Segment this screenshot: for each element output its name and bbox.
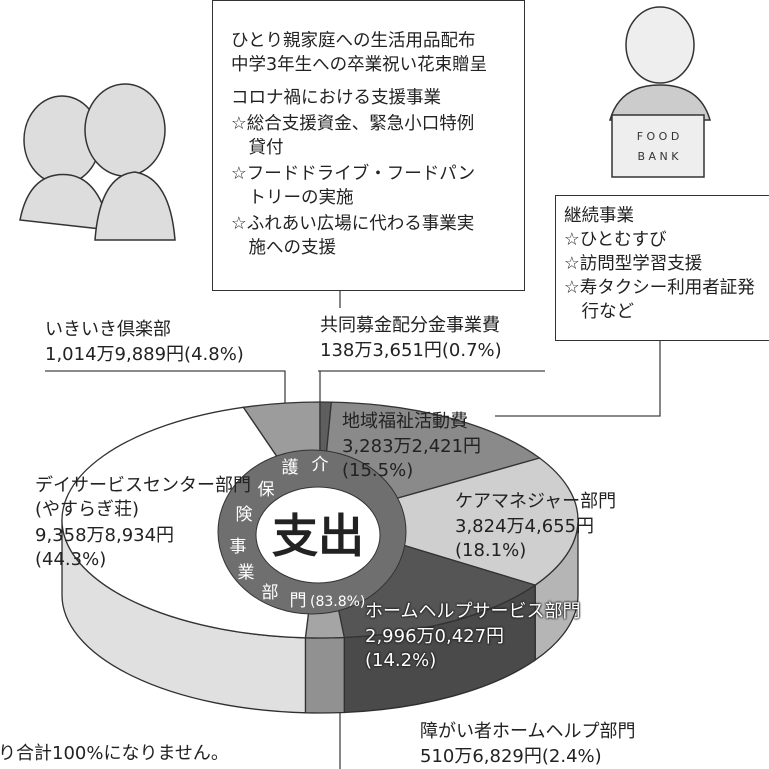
value-label: 510万6,829円(2.4%) [420,746,602,767]
top-note-box: ひとり親家庭への生活用品配布 中学3年生への卒業祝い花束贈呈 コロナ禍における支援事… [212,0,525,291]
note-item: ☆フードドライブ・フードパントリーの実施 [231,164,476,208]
category-label: 障がい者ホームヘルプ部門 [420,721,636,742]
group-label-char: 業 [238,563,255,583]
category-label: ホームヘルプサービス部門 [365,601,581,622]
value-label: 3,824万4,655円 (18.1%) [455,516,595,561]
note-item: ☆訪問型学習支援 [564,254,703,274]
pie: 支出 介護保険事業部門 (83.8%) [61,401,579,714]
pie-slice [317,457,579,586]
value-label: 3,283万2,421円 (15.5%) [342,436,482,481]
value-label: 138万3,651円(0.7%) [320,340,502,361]
group-label-char: 介 [312,455,329,475]
category-label: ケアマネジャー部門 [455,491,617,512]
note-item: ひとり親家庭への生活用品配布 [231,31,476,51]
illustration-couple [19,83,176,241]
illustration-foodbank: F O O D B A N K [609,6,711,178]
group-label-char: 門 [290,591,307,611]
note-item: ☆総合支援資金、緊急小口特例貸付 [231,114,475,158]
group-label-char: 護 [282,458,299,478]
svg-text:B A N K: B A N K [637,150,679,163]
category-label: 共同募金配分金事業費 [320,315,500,336]
note-heading: 継続事業 [564,206,634,226]
note-item: ☆ふれあい広場に代わる事業実施への支援 [231,214,475,258]
center-title: 支出 [272,509,364,563]
value-label: 1,014万9,889円(4.8%) [45,344,244,365]
note-item: ☆寿タクシー利用者証発行など [564,278,755,322]
note-heading: コロナ禍における支援事業 [231,88,441,108]
group-share: (83.8%) [310,594,365,610]
pie-side-shade [305,637,345,714]
value-label: 9,358万8,934円 (44.3%) [35,525,175,570]
pie-side-shade [344,585,536,713]
category-label: いきいき倶楽部 [45,319,171,340]
note-item: ☆ひとむすび [564,230,667,250]
group-label-char: 事 [230,537,247,557]
group-label-char: 部 [262,583,279,603]
note-item: 中学3年生への卒業祝い花束贈呈 [231,55,488,75]
footnote: り合計100%になりません。 [0,743,229,764]
right-note-box: 継続事業 ☆ひとむすび ☆訪問型学習支援 ☆寿タクシー利用者証発行など [555,195,769,341]
category-label: デイサービスセンター部門 (やすらぎ荘) [35,475,251,520]
svg-text:F O O D: F O O D [637,130,680,143]
center-hole [255,486,381,584]
pie-side-shade [62,520,306,713]
group-label-char: 険 [236,505,253,525]
category-label: 地域福祉活動費 [342,411,468,432]
group-label-char: 保 [258,480,275,500]
value-label: 2,996万0,427円 (14.2%) [365,626,505,671]
